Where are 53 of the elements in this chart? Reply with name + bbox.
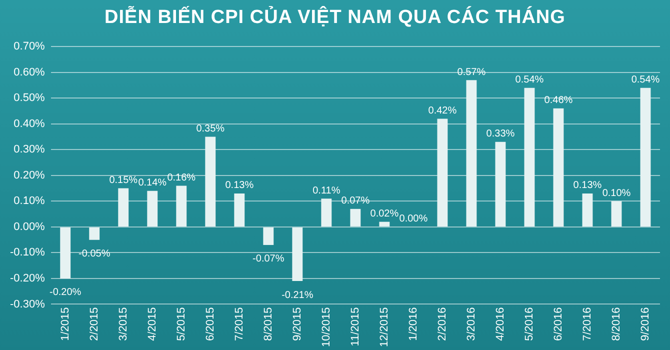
data-label: 0.15% <box>109 175 138 186</box>
data-label: 0.13% <box>225 180 254 192</box>
x-tick-label: 7/2016 <box>582 307 594 341</box>
y-tick-label: 0.10% <box>14 195 46 208</box>
x-tick-label: 9/2016 <box>640 307 652 341</box>
x-tick-label: 1/2016 <box>407 307 420 341</box>
x-tick-label: 3/2015 <box>117 307 130 341</box>
data-label: 0.14% <box>138 178 167 189</box>
x-tick-label: 4/2016 <box>494 307 506 341</box>
data-label: 0.57% <box>457 66 486 78</box>
y-tick-label: -0.10% <box>10 246 46 259</box>
data-label: 0.10% <box>602 188 631 199</box>
data-label: -0.20% <box>50 287 82 298</box>
y-tick-label: 0.20% <box>14 169 46 182</box>
x-tick-label: 7/2015 <box>233 307 246 341</box>
x-tick-label: 6/2015 <box>204 307 216 341</box>
x-tick-label: 5/2016 <box>524 307 536 341</box>
x-tick-label: 5/2015 <box>175 307 188 341</box>
data-label: 0.13% <box>573 180 602 192</box>
data-label: -0.21% <box>282 290 314 301</box>
x-tick-label: 12/2015 <box>378 307 390 348</box>
x-tick-label: 8/2015 <box>262 307 274 341</box>
y-tick-label: 0.40% <box>14 118 46 130</box>
data-label: 0.11% <box>312 185 340 196</box>
x-tick-label: 2/2015 <box>88 307 100 341</box>
data-label: 0.07% <box>341 196 370 207</box>
data-label: 0.35% <box>196 124 225 135</box>
x-tick-label: 6/2016 <box>552 307 565 341</box>
y-tick-label: 0.30% <box>14 144 46 156</box>
data-label: 0.54% <box>631 74 660 86</box>
data-label: 0.00% <box>399 214 428 225</box>
x-tick-label: 11/2015 <box>349 307 362 346</box>
x-tick-label: 4/2015 <box>146 307 158 341</box>
data-label: 0.16% <box>167 172 196 184</box>
y-tick-label: 0.70% <box>14 40 46 53</box>
data-label: 0.02% <box>370 208 399 220</box>
x-tick-label: 2/2016 <box>436 307 448 341</box>
x-tick-label: 8/2016 <box>610 307 623 341</box>
y-tick-label: 0.50% <box>14 92 46 104</box>
data-label: 0.46% <box>544 95 573 106</box>
x-tick-label: 9/2015 <box>291 307 304 341</box>
y-tick-label: 0.00% <box>14 220 46 233</box>
y-tick-label: -0.30% <box>10 298 46 310</box>
data-label: 0.54% <box>515 74 544 86</box>
x-tick-label: 1/2015 <box>59 307 72 341</box>
chart-title: DIỄN BIẾN CPI CỦA VIỆT NAM QUA CÁC THÁNG <box>104 5 566 30</box>
y-tick-label: -0.20% <box>10 272 46 285</box>
x-tick-label: 10/2015 <box>320 307 332 348</box>
data-label: 0.42% <box>428 105 457 116</box>
x-tick-label: 3/2016 <box>465 307 478 341</box>
y-tick-label: 0.60% <box>14 66 46 78</box>
data-label: -0.07% <box>252 254 284 265</box>
data-label: 0.33% <box>486 128 515 140</box>
